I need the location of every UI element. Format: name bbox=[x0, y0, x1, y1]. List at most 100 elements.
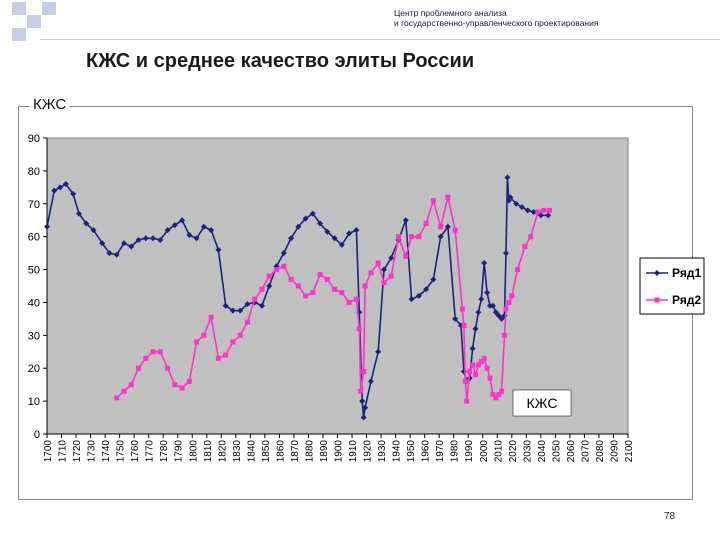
x-tick-label: 1850 bbox=[261, 440, 272, 463]
data-point-ryad1 bbox=[120, 240, 127, 247]
data-point-ryad1 bbox=[380, 266, 387, 273]
x-tick-label: 1810 bbox=[203, 440, 214, 463]
y-tick-label: 0 bbox=[34, 429, 40, 441]
annotation-box bbox=[512, 389, 572, 417]
x-tick-label: 2080 bbox=[595, 440, 606, 463]
data-point-ryad2 bbox=[215, 355, 221, 361]
data-point-ryad2 bbox=[121, 388, 127, 394]
x-tick-label: 1830 bbox=[232, 440, 243, 463]
data-point-ryad2 bbox=[487, 375, 493, 381]
data-point-ryad2 bbox=[547, 207, 553, 213]
data-point-ryad2 bbox=[259, 286, 265, 292]
chart-title: КЖС bbox=[30, 96, 70, 113]
data-point-ryad2 bbox=[475, 362, 481, 368]
data-point-ryad2 bbox=[281, 263, 287, 269]
x-tick-label: 1860 bbox=[275, 440, 286, 463]
data-point-ryad1 bbox=[423, 286, 430, 293]
x-tick-label: 1930 bbox=[377, 440, 388, 463]
data-point-ryad1 bbox=[200, 223, 207, 230]
x-tick-label: 1990 bbox=[464, 440, 475, 463]
legend-marker-ryad2 bbox=[654, 297, 660, 303]
data-point-ryad2 bbox=[128, 382, 134, 388]
data-point-ryad2 bbox=[353, 296, 359, 302]
y-tick-label: 80 bbox=[28, 166, 40, 178]
x-tick-label: 1870 bbox=[290, 440, 301, 463]
x-tick-label: 1730 bbox=[87, 440, 98, 463]
header-divider bbox=[40, 39, 720, 40]
plot-area bbox=[46, 137, 629, 435]
data-point-ryad2 bbox=[472, 372, 478, 378]
data-point-ryad2 bbox=[461, 322, 467, 328]
data-point-ryad1 bbox=[44, 223, 50, 230]
data-point-ryad2 bbox=[356, 326, 362, 332]
data-point-ryad1 bbox=[280, 250, 287, 257]
data-point-ryad1 bbox=[444, 223, 451, 230]
data-point-ryad2 bbox=[509, 293, 515, 299]
data-point-ryad2 bbox=[143, 355, 149, 361]
data-point-ryad2 bbox=[273, 267, 279, 273]
legend-box bbox=[639, 257, 705, 315]
data-point-ryad2 bbox=[452, 227, 458, 233]
data-point-ryad1 bbox=[469, 345, 476, 352]
data-point-ryad1 bbox=[346, 230, 353, 237]
data-point-ryad1 bbox=[229, 307, 236, 314]
data-point-ryad2 bbox=[409, 234, 415, 240]
data-point-ryad2 bbox=[496, 392, 502, 398]
data-point-ryad1 bbox=[237, 307, 244, 314]
y-tick-label: 30 bbox=[28, 330, 40, 342]
data-point-ryad1 bbox=[430, 276, 437, 283]
x-tick-label: 1890 bbox=[319, 440, 330, 463]
y-tick-label: 10 bbox=[28, 396, 40, 408]
data-point-ryad1 bbox=[288, 235, 295, 242]
x-tick-label: 2100 bbox=[624, 440, 635, 463]
data-point-ryad2 bbox=[223, 352, 229, 358]
data-point-ryad1 bbox=[157, 236, 164, 243]
data-point-ryad2 bbox=[332, 286, 338, 292]
slide-title: КЖС и среднее качество элиты России bbox=[86, 50, 475, 72]
data-point-ryad1 bbox=[222, 302, 229, 309]
data-point-ryad2 bbox=[459, 306, 465, 312]
data-point-ryad2 bbox=[165, 365, 171, 371]
data-point-ryad2 bbox=[388, 273, 394, 279]
x-tick-label: 1940 bbox=[392, 440, 403, 463]
data-point-ryad2 bbox=[396, 234, 402, 240]
data-point-ryad1 bbox=[545, 212, 552, 219]
data-point-ryad2 bbox=[179, 385, 185, 391]
data-point-ryad2 bbox=[346, 299, 352, 305]
x-tick-label: 2090 bbox=[609, 440, 620, 463]
data-point-ryad1 bbox=[415, 292, 422, 299]
data-point-ryad2 bbox=[445, 194, 451, 200]
y-tick-label: 90 bbox=[28, 133, 40, 145]
data-point-ryad1 bbox=[518, 204, 525, 211]
data-point-ryad1 bbox=[324, 228, 331, 235]
data-point-ryad1 bbox=[498, 315, 505, 322]
data-point-ryad2 bbox=[295, 283, 301, 289]
y-tick-label: 50 bbox=[28, 265, 40, 277]
x-tick-label: 1960 bbox=[421, 440, 432, 463]
data-point-ryad1 bbox=[51, 187, 58, 194]
data-point-ryad1 bbox=[75, 210, 82, 217]
data-point-ryad2 bbox=[462, 378, 468, 384]
x-tick-label: 2020 bbox=[508, 440, 519, 463]
data-point-ryad2 bbox=[368, 270, 374, 276]
data-point-ryad1 bbox=[317, 220, 324, 227]
data-point-ryad1 bbox=[193, 235, 200, 242]
y-tick-label: 70 bbox=[28, 199, 40, 211]
data-point-ryad1 bbox=[179, 217, 186, 224]
data-point-ryad2 bbox=[470, 362, 476, 368]
data-point-ryad2 bbox=[515, 267, 521, 273]
data-point-ryad2 bbox=[467, 369, 473, 375]
x-tick-label: 2040 bbox=[537, 440, 548, 463]
data-point-ryad2 bbox=[208, 314, 214, 320]
data-point-ryad2 bbox=[310, 290, 316, 296]
x-tick-label: 1820 bbox=[217, 440, 228, 463]
data-point-ryad2 bbox=[136, 365, 142, 371]
data-point-ryad2 bbox=[381, 280, 387, 286]
x-tick-label: 1790 bbox=[174, 440, 185, 463]
data-point-ryad1 bbox=[388, 255, 395, 262]
x-tick-label: 1920 bbox=[363, 440, 374, 463]
x-tick-label: 1750 bbox=[116, 440, 127, 463]
data-point-ryad1 bbox=[437, 233, 444, 240]
data-point-ryad1 bbox=[258, 302, 265, 309]
x-tick-label: 2000 bbox=[479, 440, 490, 463]
